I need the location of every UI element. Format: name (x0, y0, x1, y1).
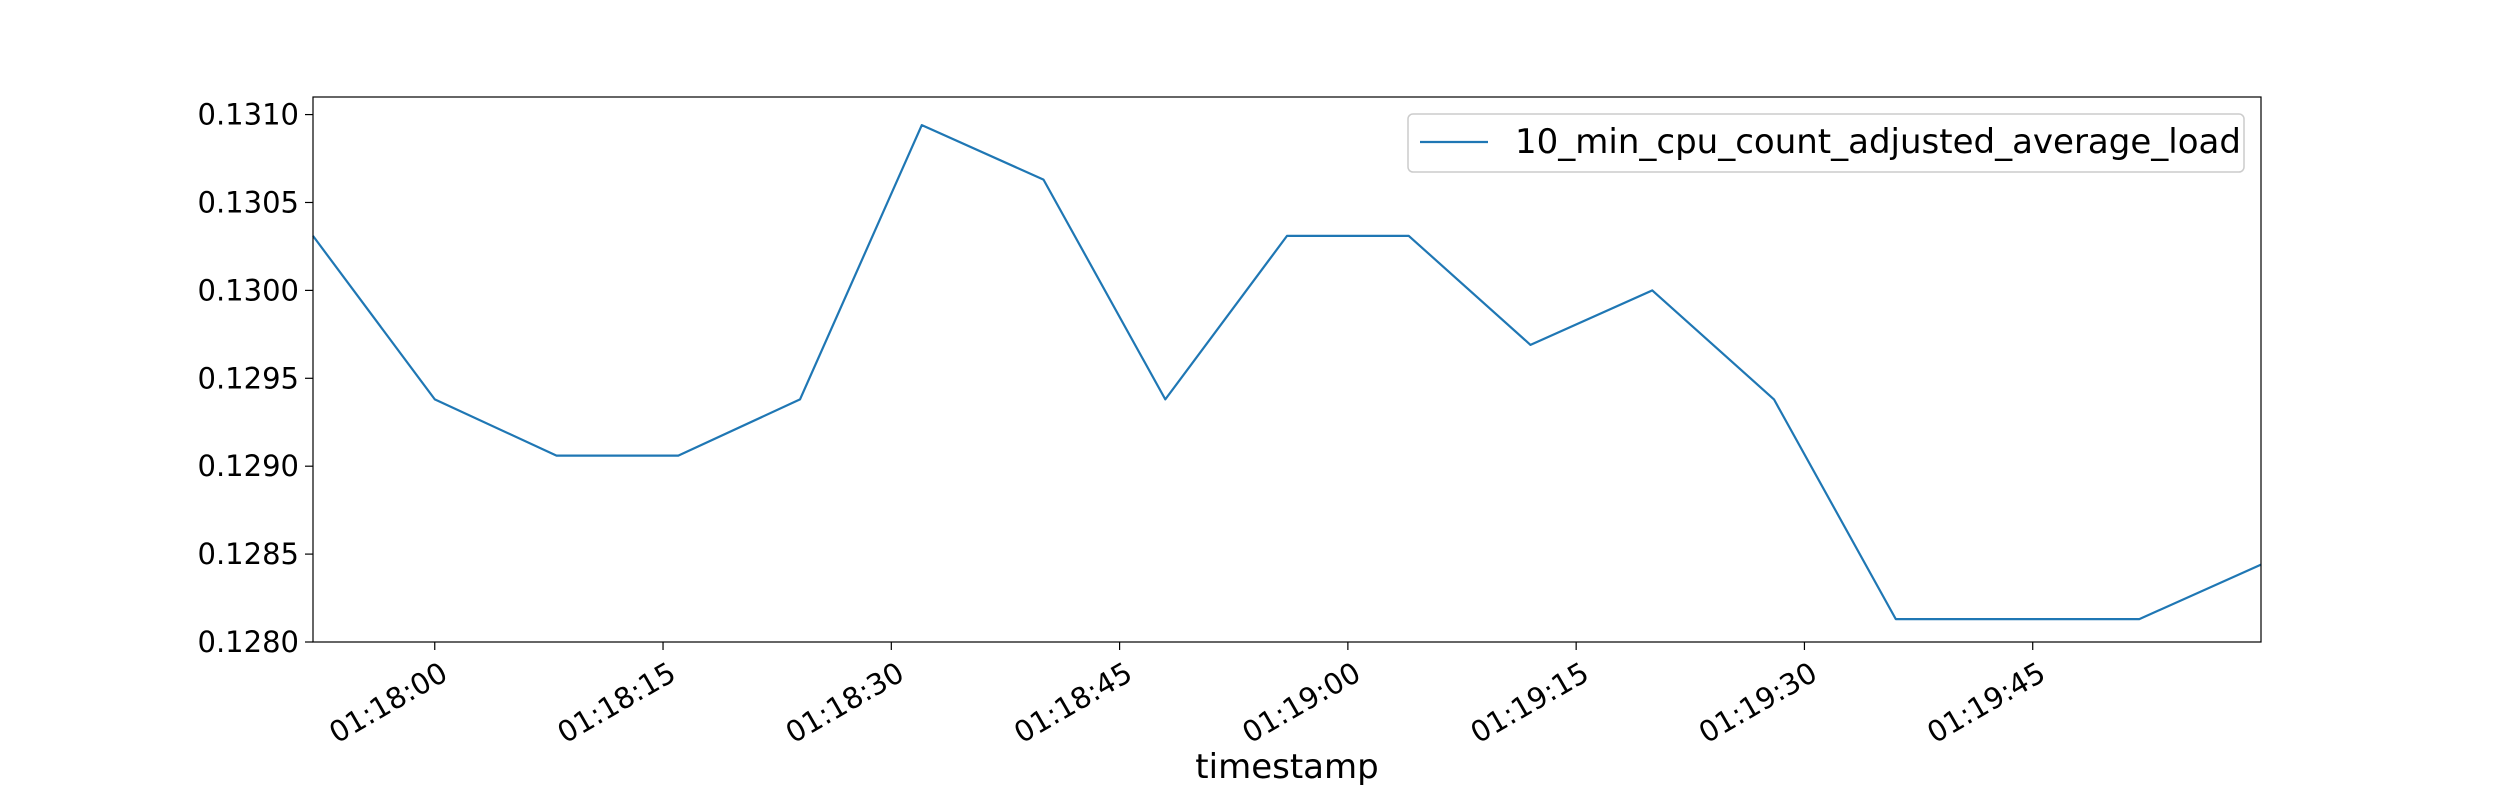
x-tick-label: 01:18:15 (552, 655, 682, 750)
y-tick-label: 0.1305 (198, 185, 299, 219)
x-axis-label: timestamp (1195, 747, 1378, 787)
x-tick-label: 01:19:00 (1236, 655, 1366, 750)
x-tick-label: 01:19:15 (1465, 655, 1595, 750)
plot-frame (312, 96, 2262, 643)
y-axis: 0.1280 0.1285 0.1290 0.1295 0.1300 0.1305 0.13… (198, 98, 313, 659)
series-layer (312, 123, 2262, 621)
y-tick-label: 0.1310 (198, 98, 299, 132)
legend-label: 10_min_cpu_count_adjusted_average_load (1515, 122, 2241, 162)
x-tick-label: 01:19:30 (1693, 655, 1823, 750)
series-line (312, 123, 2262, 621)
x-tick-label: 01:18:00 (323, 655, 453, 750)
y-tick-label: 0.1290 (198, 449, 299, 483)
x-tick-label: 01:18:30 (780, 655, 910, 750)
x-tick-label: 01:19:45 (1921, 655, 2051, 750)
y-tick-label: 0.1295 (198, 361, 299, 395)
legend: 10_min_cpu_count_adjusted_average_load (1407, 113, 2245, 173)
y-tick-label: 0.1300 (198, 273, 299, 307)
x-tick-label: 01:18:45 (1008, 655, 1138, 750)
y-tick-label: 0.1285 (198, 537, 299, 571)
plot-area (313, 97, 2261, 642)
x-axis: 01:18:00 01:18:15 01:18:30 01:18:45 01:19:00… (323, 642, 2051, 750)
legend-box (1407, 113, 2245, 173)
y-tick-label: 0.1280 (198, 625, 299, 659)
